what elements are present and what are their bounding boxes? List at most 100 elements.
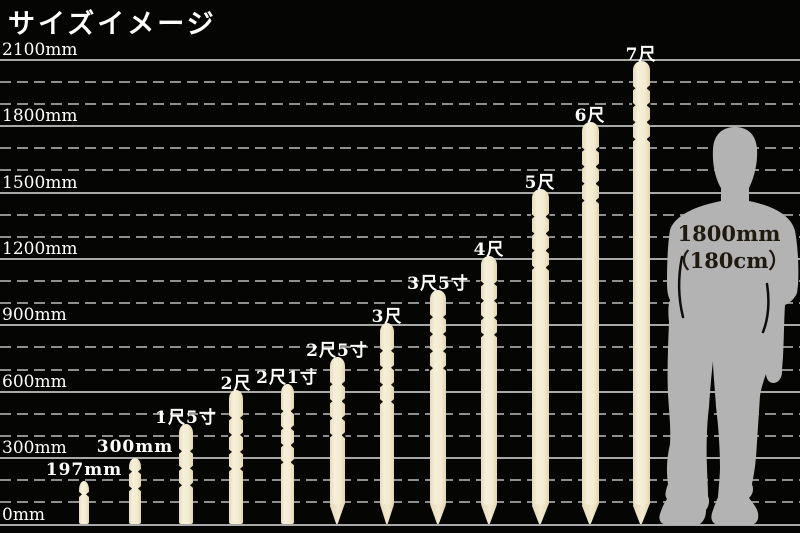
stake-notch: [178, 464, 182, 472]
gridline-dashed: [0, 412, 800, 415]
gridline-solid: [0, 257, 800, 260]
stake-notch: [530, 230, 535, 238]
stake-notch: [290, 458, 295, 466]
stake-notch: [190, 464, 194, 472]
stake-notch: [138, 485, 142, 493]
gridline-dashed: [0, 213, 800, 216]
stake-notch: [631, 135, 636, 143]
axis-tick-label: 300mm: [2, 438, 67, 459]
gridline-solid: [0, 125, 800, 128]
stake-body: [632, 60, 650, 506]
gridline-solid: [0, 58, 800, 61]
stake-notch: [595, 180, 600, 188]
stake-notch: [240, 431, 244, 439]
stake-point-tip: [430, 504, 446, 525]
stake-notch: [138, 468, 142, 476]
stake-notch: [328, 380, 333, 388]
axis-tick-label: 1500mm: [2, 172, 78, 193]
stake-notch: [128, 468, 132, 476]
stake-notch: [328, 414, 333, 422]
stake-notch: [480, 314, 484, 322]
stake-body: [481, 256, 497, 506]
stake-notch: [240, 414, 244, 422]
stake-bar: [379, 323, 395, 525]
stake-label: 2尺1寸: [256, 367, 318, 388]
stake-notch: [341, 397, 346, 405]
stake-label: 1尺5寸: [155, 407, 217, 428]
stake-notch: [580, 146, 585, 154]
gridline-dashed: [0, 80, 800, 83]
stake-notch: [646, 84, 651, 92]
stake-notch: [228, 431, 232, 439]
page-title: サイズイメージ: [8, 9, 217, 40]
stake-notch: [240, 448, 244, 456]
stake-notch: [545, 247, 550, 255]
stake-notch: [391, 381, 395, 389]
stake-notch: [595, 197, 600, 205]
stake-notch: [646, 135, 651, 143]
stake-notch: [190, 447, 194, 455]
gridline-dashed: [0, 434, 800, 437]
stake-notch: [78, 490, 82, 498]
stake-notch: [480, 280, 484, 288]
axis-tick-label: 2100mm: [2, 39, 78, 60]
stake-point-tip: [380, 504, 394, 525]
stake-notch: [480, 331, 484, 339]
gridline-solid: [0, 523, 800, 526]
stake-bar: [178, 423, 194, 525]
stake-point-tip: [581, 504, 599, 525]
stake-label: 2尺: [220, 374, 252, 395]
stake-notch: [341, 414, 346, 422]
stake-notch: [580, 163, 585, 171]
stake-bar: [580, 122, 600, 525]
stake-notch: [494, 280, 498, 288]
stake-notch: [178, 447, 182, 455]
stake-notch: [429, 330, 433, 338]
stake-notch: [228, 465, 232, 473]
stake-notch: [328, 431, 333, 439]
stake-notch: [379, 347, 383, 355]
stake-notch: [631, 84, 636, 92]
stake-notch: [391, 347, 395, 355]
stake-bar: [128, 458, 142, 525]
stake-notch: [86, 490, 90, 498]
stake-body: [531, 189, 549, 506]
stake-notch: [631, 101, 636, 109]
gridline-dashed: [0, 102, 800, 105]
stake-notch: [190, 481, 194, 489]
gridline-solid: [0, 191, 800, 194]
stake-notch: [646, 118, 651, 126]
gridline-solid: [0, 457, 800, 460]
stake-label: 4尺: [473, 240, 505, 261]
stake-notch: [494, 314, 498, 322]
stake-point-tip: [632, 504, 650, 525]
axis-tick-label: 0mm: [2, 504, 46, 525]
axis-tick-label: 1200mm: [2, 238, 78, 259]
stake-body: [179, 423, 193, 525]
axis-tick-label: 900mm: [2, 305, 67, 326]
silhouette-height-mm: 1800mm: [677, 221, 781, 246]
stake-notch: [429, 347, 433, 355]
stake-notch: [379, 398, 383, 406]
gridline-dashed: [0, 280, 800, 283]
stake-notch: [429, 313, 433, 321]
stake-notch: [646, 101, 651, 109]
gridline-dashed: [0, 368, 800, 371]
gridline-dashed: [0, 479, 800, 482]
stake-bar: [279, 383, 295, 525]
stake-notch: [530, 264, 535, 272]
stake-bar: [228, 390, 244, 525]
stake-notch: [595, 163, 600, 171]
stake-notch: [443, 313, 447, 321]
stake-notch: [341, 431, 346, 439]
stake-notch: [290, 424, 295, 432]
stake-bar: [78, 480, 90, 525]
stake-point-tip: [329, 504, 345, 525]
human-silhouette: 1800mm （180cm）: [654, 122, 800, 528]
stake-notch: [545, 213, 550, 221]
gridline-dashed: [0, 147, 800, 150]
stake-notch: [443, 330, 447, 338]
stake-notch: [228, 414, 232, 422]
stake-notch: [279, 458, 284, 466]
